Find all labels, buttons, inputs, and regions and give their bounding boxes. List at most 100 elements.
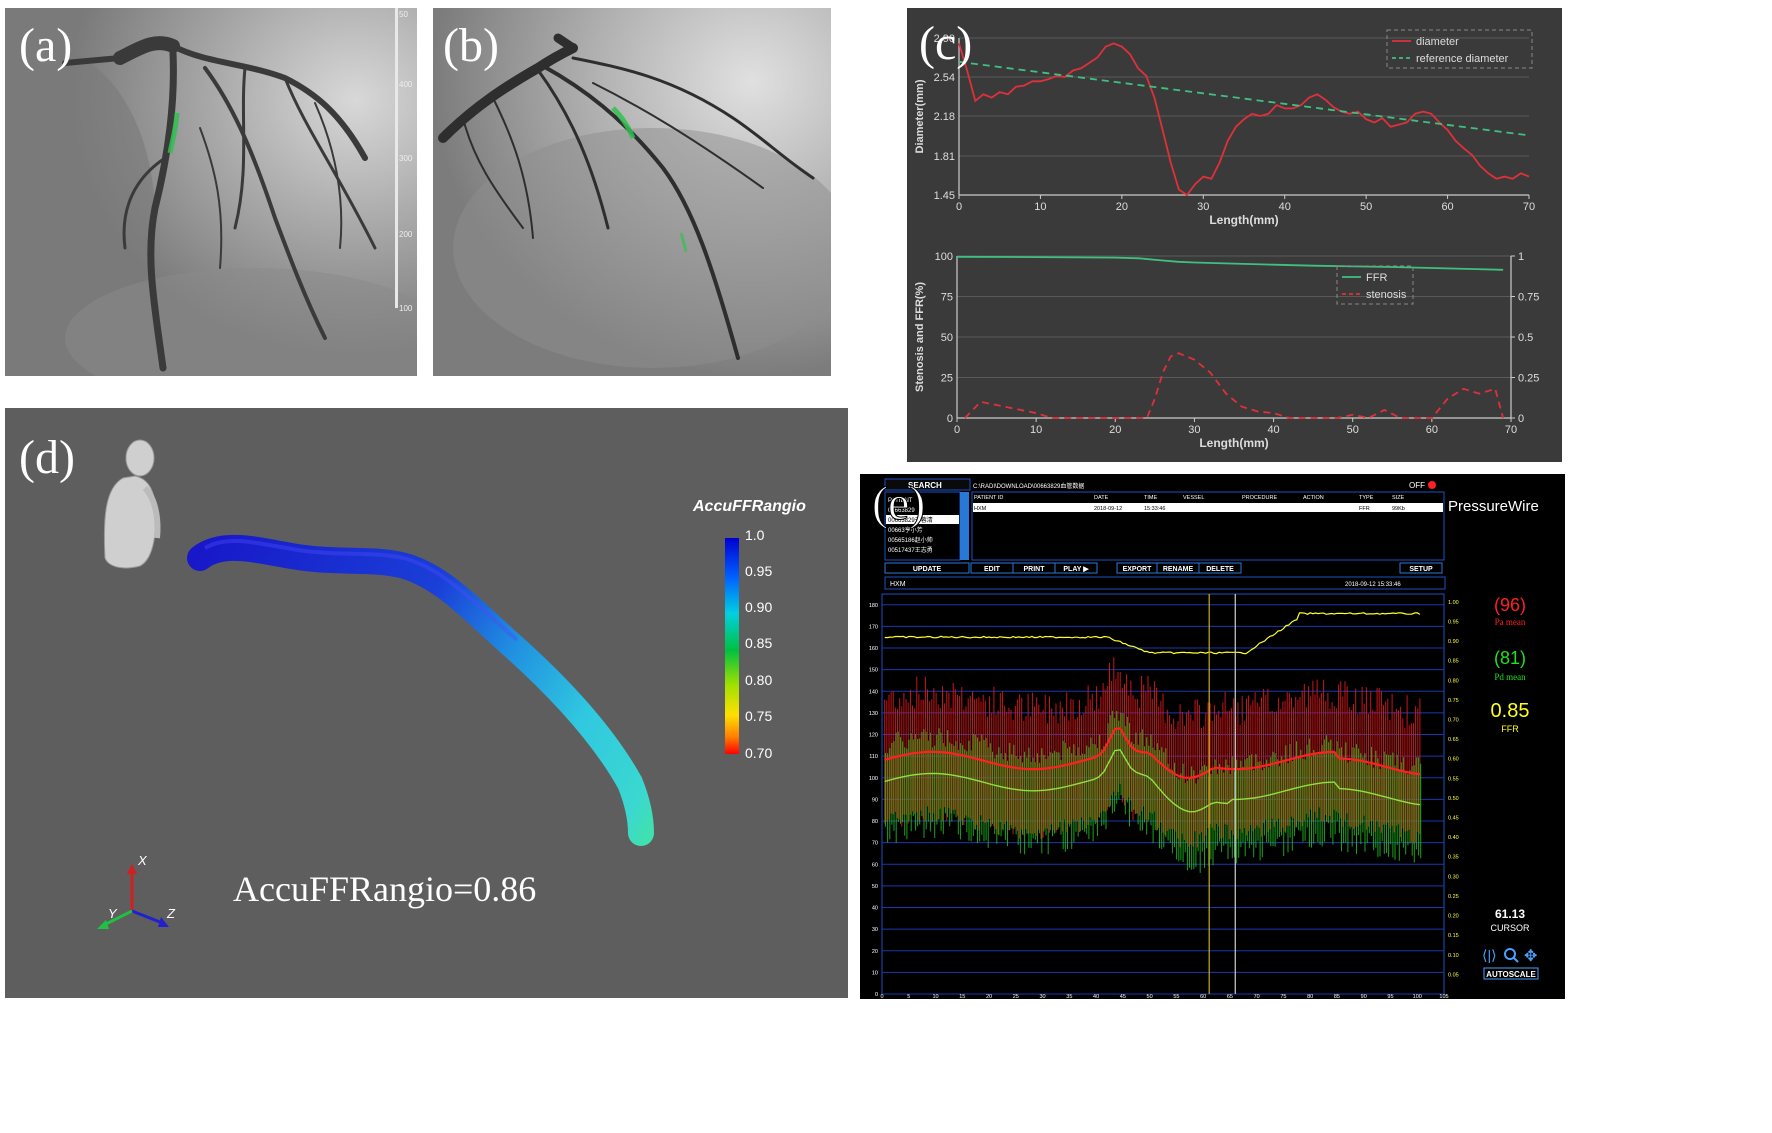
x-tick-label: 80 bbox=[1307, 994, 1313, 999]
right-tick-label: 0.45 bbox=[1448, 816, 1459, 822]
x-tick-label: 75 bbox=[1280, 994, 1286, 999]
x-tick-label: 40 bbox=[1279, 201, 1291, 213]
table-column-header: PROCEDURE bbox=[1242, 495, 1277, 501]
colorbar-tick: 1.0 bbox=[745, 527, 765, 543]
table-cell: HXM bbox=[974, 506, 987, 512]
axis-x-label: X bbox=[137, 853, 148, 868]
x-tick-label: 30 bbox=[1197, 201, 1209, 213]
x-tick-label: 35 bbox=[1066, 994, 1072, 999]
x-tick-label: 10 bbox=[932, 994, 938, 999]
toolbar-button[interactable] bbox=[1054, 562, 1098, 574]
table-column-header: ACTION bbox=[1303, 495, 1324, 501]
list-item[interactable]: PATIENT bbox=[888, 498, 913, 504]
y2-tick-label: 1 bbox=[1518, 251, 1524, 263]
left-tick-label: 60 bbox=[872, 862, 878, 868]
x-tick-label: 70 bbox=[1254, 994, 1260, 999]
legend-box bbox=[1386, 29, 1533, 69]
zoom-pan-icons[interactable]: ⟨|⟩ ✥ bbox=[1482, 947, 1537, 965]
y-tick-label: 25 bbox=[941, 373, 953, 385]
right-tick-label: 0.90 bbox=[1448, 639, 1459, 645]
list-item-selected[interactable] bbox=[886, 515, 959, 524]
x-tick-label: 65 bbox=[1227, 994, 1233, 999]
right-tick-label: 0.65 bbox=[1448, 737, 1459, 743]
file-table-row[interactable]: HXM 2018-09-12 15:33:46 FFR 99Kb bbox=[974, 506, 1405, 512]
autoscale-button[interactable] bbox=[1483, 967, 1539, 980]
list-scrollbar[interactable] bbox=[960, 492, 969, 560]
right-tick-label: 0.50 bbox=[1448, 796, 1459, 802]
left-tick-label: 40 bbox=[872, 906, 878, 912]
toolbar-button-label: EDIT bbox=[984, 566, 1001, 573]
axes-triad-icon: X Y Z bbox=[97, 853, 176, 929]
x-tick-label: 55 bbox=[1173, 994, 1179, 999]
table-column-header: VESSEL bbox=[1183, 495, 1204, 501]
autoscale-label: AUTOSCALE bbox=[1486, 970, 1536, 979]
table-column-header: SIZE bbox=[1392, 495, 1405, 501]
left-tick-label: 150 bbox=[869, 668, 878, 674]
chart-0: 1.45 1.81 2.18 2.54 2.90 0 10 20 30 40 50 60 70 Lengt… bbox=[914, 29, 1535, 227]
axis-y-label: Y bbox=[108, 906, 118, 921]
cursor-label: CURSOR bbox=[1490, 923, 1530, 933]
patient-list[interactable]: PATIENT 00663829 00663829于蓉清 00663亨小芳 005651… bbox=[886, 498, 959, 554]
series-line-reference-diameter bbox=[958, 60, 1530, 137]
series-line-stenosis bbox=[964, 352, 1504, 419]
right-tick-label: 0.15 bbox=[1448, 933, 1459, 939]
y-tick-label: 75 bbox=[941, 292, 953, 304]
list-item[interactable]: 00663829 bbox=[888, 508, 915, 514]
toolbar-button-label: PRINT bbox=[1024, 566, 1046, 573]
panel-e-pressurewire: SEARCH C:\RADI\DOWNLOAD\00663829血管数据 OFF… bbox=[860, 474, 1565, 999]
left-tick-label: 120 bbox=[869, 733, 878, 739]
list-item[interactable]: 00517437王志勇 bbox=[888, 546, 933, 554]
panel-label-a: (a) bbox=[19, 19, 73, 72]
x-tick-label: 70 bbox=[1505, 424, 1517, 436]
toolbar-button[interactable] bbox=[1198, 562, 1242, 574]
axis-z-label: Z bbox=[166, 906, 176, 921]
x-tick-label: 20 bbox=[986, 994, 992, 999]
list-item[interactable]: 00663亨小芳 bbox=[888, 526, 923, 534]
series-line-FFR bbox=[956, 255, 1504, 271]
left-tick-label: 160 bbox=[869, 646, 878, 652]
resize-horizontal-icon[interactable]: ⟨|⟩ bbox=[1482, 947, 1497, 963]
pd-label: Pd mean bbox=[1494, 672, 1526, 682]
panel-label-e: (e) bbox=[871, 477, 926, 530]
toolbar-button[interactable] bbox=[884, 562, 970, 574]
table-row-selected[interactable] bbox=[973, 503, 1443, 512]
table-cell: 99Kb bbox=[1392, 506, 1405, 512]
move-icon[interactable]: ✥ bbox=[1524, 948, 1537, 965]
list-item[interactable]: 00663829于蓉清 bbox=[888, 516, 933, 524]
right-tick-label: 0.55 bbox=[1448, 776, 1459, 782]
panel-a-angiogram: 50 400 300 200 100 (a) bbox=[5, 8, 417, 376]
torso-orientation-icon bbox=[103, 439, 161, 569]
x-tick-label: 100 bbox=[1413, 994, 1422, 999]
search-button[interactable]: SEARCH bbox=[908, 481, 942, 490]
panel-d-3d-model: AccuFFRangio 1.0 0.95 0.90 0.85 0.80 0.7… bbox=[5, 408, 848, 998]
colorbar-tick: 0.80 bbox=[745, 672, 772, 688]
y2-tick-label: 0.5 bbox=[1518, 332, 1533, 344]
panel-label-b: (b) bbox=[443, 19, 499, 72]
ffr-label: FFR bbox=[1501, 724, 1519, 734]
colorbar-title: AccuFFRangio bbox=[692, 498, 806, 515]
panel-c-charts: 1.45 1.81 2.18 2.54 2.90 0 10 20 30 40 50 60 70 Lengt… bbox=[907, 8, 1562, 462]
y-tick-label: 2.90 bbox=[934, 33, 955, 45]
zoom-icon[interactable] bbox=[1504, 948, 1516, 960]
colorbar-tick: 0.85 bbox=[745, 635, 772, 651]
vessel-centerline bbox=[187, 534, 654, 846]
x-tick-label: 45 bbox=[1120, 994, 1126, 999]
x-tick-label: 40 bbox=[1093, 994, 1099, 999]
setup-button[interactable] bbox=[1399, 562, 1443, 574]
left-tick-label: 100 bbox=[869, 776, 878, 782]
left-tick-label: 110 bbox=[869, 754, 878, 760]
panel-label-d: (d) bbox=[19, 431, 75, 484]
x-tick-label: 50 bbox=[1147, 994, 1153, 999]
list-item[interactable]: 00565186赵小帅 bbox=[888, 536, 933, 544]
colorbar bbox=[725, 538, 739, 754]
pa-mean-line bbox=[884, 727, 1421, 779]
x-tick-label: 70 bbox=[1523, 201, 1535, 213]
toolbar-buttons: UPDATE EDIT PRINT PLAY ▶ EXPORT RENAME DELETE S… bbox=[884, 562, 1443, 574]
pressurewire-svg: SEARCH C:\RADI\DOWNLOAD\00663829血管数据 OFF… bbox=[869, 478, 1539, 999]
y-tick-label: 2.54 bbox=[934, 72, 955, 84]
file-table-header: PATIENT ID DATE TIME VESSEL PROCEDURE ACTION T… bbox=[974, 495, 1405, 501]
right-tick-label: 0.30 bbox=[1448, 874, 1459, 880]
x-tick-label: 5 bbox=[907, 994, 910, 999]
toolbar-button-label: EXPORT bbox=[1123, 566, 1153, 573]
x-tick-label: 60 bbox=[1200, 994, 1206, 999]
